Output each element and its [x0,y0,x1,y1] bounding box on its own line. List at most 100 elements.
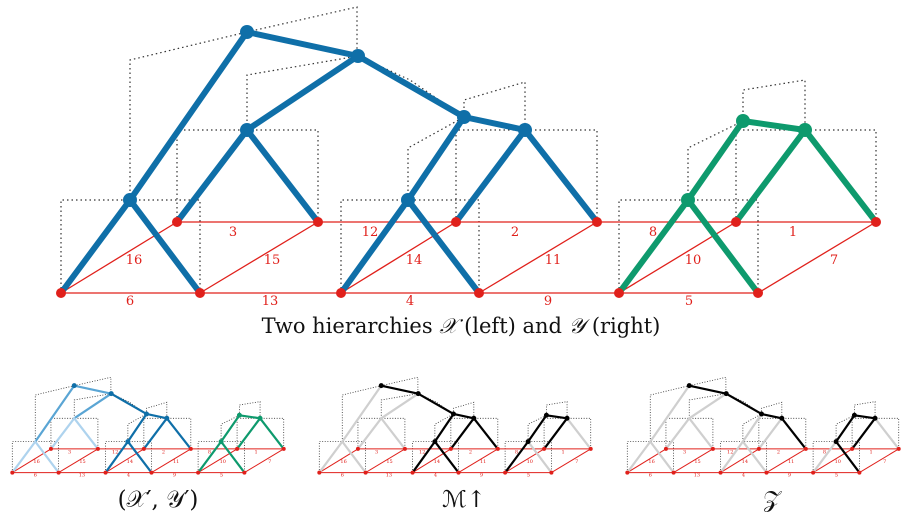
hierarchy-node [759,411,765,417]
hierarchy-y-edge [527,414,548,443]
graph-vertex [281,446,286,451]
hierarchy-x-edge [433,412,455,443]
edge-weight-label: 10 [835,459,841,465]
hierarchy-node [71,383,77,389]
hierarchy-x-edge [411,440,436,474]
dotted-outline [618,199,759,293]
hierarchy-x-edge [417,392,455,416]
graph-vertex [753,288,763,298]
edge-weight-label: 2 [511,225,519,240]
hierarchy-x-edge [165,417,192,451]
hierarchy-x-edge [338,197,411,296]
graph-vertex [402,446,407,451]
hierarchy-x-edge [433,440,460,474]
graph-vertex [195,288,205,298]
graph-vertex [336,288,346,298]
graph-vertex [103,470,108,475]
hierarchy-x-edge [688,384,728,395]
hierarchy-y-edge [802,127,879,225]
hierarchy-node [236,412,242,418]
hierarchy-node [108,391,114,397]
dotted-outline [543,417,592,449]
edge-weight-label: 6 [649,473,652,479]
graph-edge [859,448,899,473]
edge-weight-label: 10 [220,459,226,465]
dotted-outline [74,376,112,394]
dotted-outline [758,417,807,449]
hierarchy-node [779,415,785,421]
graph-vertex [588,446,593,451]
graph-vertex [95,446,100,451]
hierarchy-x-edge [757,417,783,451]
edge-weight-label: 3 [683,450,686,456]
graph-vertex [625,470,630,475]
hierarchy-node [351,49,365,63]
graph-vertex [56,288,66,298]
hierarchy-node [401,193,415,207]
edge-weight-label: 10 [685,253,702,268]
dotted-outline [236,417,285,449]
hierarchy-node [723,391,729,397]
edge-weight-label: 9 [788,473,791,479]
hierarchy-x-edge [780,417,807,451]
edge-weight-label: 8 [208,450,211,456]
graph-vertex [857,470,862,475]
top-figure: 6 13 4 9 5 16 15 14 11 10 7 3 12 2 8 1 [56,6,881,309]
graph-vertex [764,470,769,475]
dotted-outline [34,385,75,442]
hierarchy-node [123,193,137,207]
hierarchy-x-edge [341,440,367,474]
dotted-outline [340,199,480,293]
dotted-outline [761,401,783,419]
graph-vertex [363,470,368,475]
hierarchy-y-edge [850,417,877,451]
edge-weight-label: 6 [126,294,134,309]
hierarchy-node [872,415,878,421]
edge-weight-label: 14 [406,253,423,268]
graph-vertex [313,217,323,227]
graph-vertex [48,446,53,451]
graph-edge [766,448,807,473]
graph-vertex [451,217,461,227]
edge-weight-label: 9 [544,294,552,309]
hierarchy-x-edge [405,197,482,296]
caption-prefix: Two hierarchies [262,314,433,338]
hierarchy-y-edge [238,414,262,420]
hierarchy-x-edge [688,392,728,420]
hierarchy-y-edge [545,414,569,420]
caption-m-up: ℳ↑ [442,487,486,513]
hierarchy-x-edge [58,197,133,296]
hierarchy-x-edge [741,440,768,474]
edge-weight-label: 7 [830,253,838,268]
hierarchy-node [471,415,477,421]
hierarchy-node [518,123,532,137]
hierarchy-node [415,391,421,397]
graph-vertex [235,446,240,451]
hierarchy-y-edge [616,197,691,296]
hierarchy-x-edge [244,53,361,133]
graph-vertex [871,217,881,227]
dotted-outline [688,393,727,419]
hierarchy-y-edge [542,417,569,451]
edge-weight-label: 1 [254,450,257,456]
hierarchy-x-edge [127,197,203,296]
hierarchy-y-edge [740,118,808,133]
main-caption: Two hierarchies 𝒳 (left) and 𝒴 (right) [262,314,661,338]
edge-weight-label: 11 [545,253,562,268]
hierarchy-y-edge [835,414,856,443]
hierarchy-x-edge [244,127,321,225]
dotted-outline [380,393,419,419]
dotted-outline [127,413,147,442]
hierarchy-x-edge [626,440,652,474]
hierarchy-x-edge [73,384,113,395]
hierarchy-x-edge [104,440,129,474]
graph-edge [340,221,457,294]
dotted-outline [689,376,727,394]
dotted-outline [407,116,465,200]
hierarchy-x-edge [461,114,528,133]
edge-weight-label: 12 [362,225,379,240]
graph-vertex [188,446,193,451]
hierarchy-x-edge [356,417,383,451]
hierarchy-x-edge [355,53,467,120]
hierarchy-y-edge [853,414,877,420]
